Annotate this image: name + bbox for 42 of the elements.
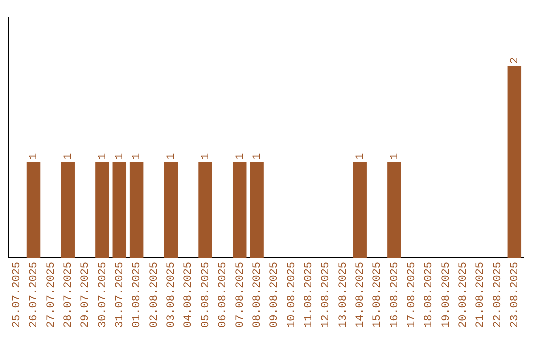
x-tick-label: 31.07.2025: [114, 262, 127, 328]
x-tick-label: 07.08.2025: [234, 262, 247, 328]
x-tick-label: 19.08.2025: [440, 262, 453, 328]
x-tick-label: 25.07.2025: [11, 262, 24, 328]
data-label: 1: [234, 152, 247, 160]
x-tick-label: 05.08.2025: [200, 262, 212, 328]
x-tick-label: 03.08.2025: [166, 262, 178, 328]
x-tick-label: 02.08.2025: [148, 262, 161, 328]
x-tick-label: 16.08.2025: [389, 262, 402, 328]
data-label: 1: [389, 152, 402, 160]
data-label: 1: [354, 152, 367, 160]
x-tick-label: 22.08.2025: [492, 262, 504, 328]
x-tick-label: 23.08.2025: [510, 262, 522, 328]
x-tick-label: 14.08.2025: [354, 262, 367, 328]
data-label: 1: [114, 152, 127, 160]
data-label: 1: [166, 152, 178, 160]
data-label: 1: [28, 152, 41, 160]
data-label: 1: [200, 152, 212, 160]
x-tick-label: 26.07.2025: [28, 262, 41, 328]
x-tick-label: 04.08.2025: [183, 262, 196, 328]
x-tick-label: 01.08.2025: [132, 262, 144, 328]
x-tick-label: 30.07.2025: [97, 262, 110, 328]
x-tick-label: 29.07.2025: [80, 262, 92, 328]
x-tick-label: 20.08.2025: [458, 262, 470, 328]
x-tick-label: 10.08.2025: [286, 262, 298, 328]
x-tick-label: 27.07.2025: [46, 262, 58, 328]
x-tick-label: 17.08.2025: [406, 262, 419, 328]
x-tick-label: 12.08.2025: [320, 262, 333, 328]
x-tick-label: 08.08.2025: [252, 262, 264, 328]
data-label: 1: [132, 152, 144, 160]
x-tick-label: 13.08.2025: [338, 262, 350, 328]
x-tick-label: 28.07.2025: [63, 262, 76, 328]
x-tick-label: 15.08.2025: [372, 262, 384, 328]
x-tick-label: 18.08.2025: [424, 262, 436, 328]
x-tick-label: 21.08.2025: [475, 262, 488, 328]
data-label: 1: [63, 152, 76, 160]
x-tick-label: 11.08.2025: [303, 262, 316, 328]
x-tick-label: 09.08.2025: [269, 262, 282, 328]
x-tick-label: 06.08.2025: [218, 262, 230, 328]
data-label: 2: [510, 57, 522, 64]
data-label: 1: [97, 152, 110, 160]
data-label: 1: [252, 152, 264, 160]
